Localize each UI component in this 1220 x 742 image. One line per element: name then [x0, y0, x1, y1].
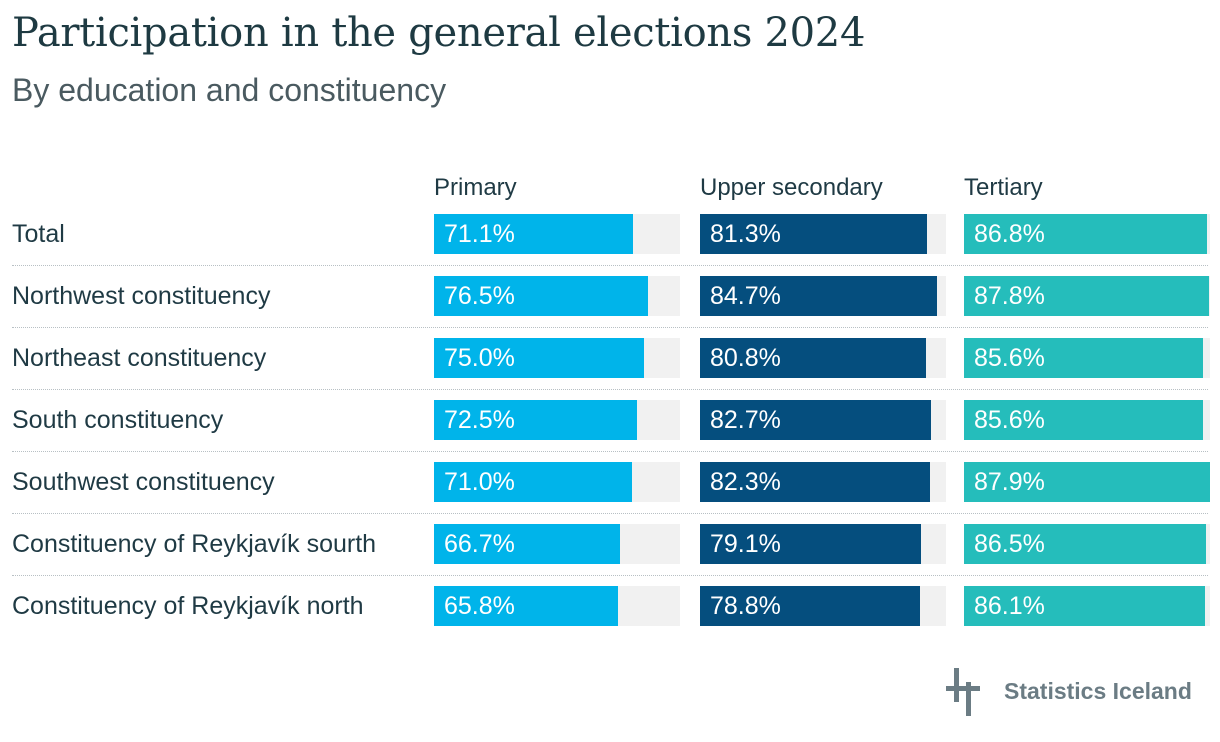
bar-value-label: 66.7% [444, 530, 515, 558]
row-label: South constituency [12, 406, 224, 434]
bar-track: 75.0% [434, 338, 680, 378]
bar-value-label: 86.1% [974, 592, 1045, 620]
bar-value-label: 82.3% [710, 468, 781, 496]
bar [964, 214, 1207, 254]
bar [434, 524, 621, 564]
bar [434, 462, 633, 502]
bar-value-label: 80.8% [710, 344, 781, 372]
bar [434, 586, 618, 626]
bar-value-label: 75.0% [444, 344, 515, 372]
bar-track: 87.8% [964, 276, 1210, 316]
bar-value-label: 85.6% [974, 406, 1045, 434]
bar [964, 462, 1210, 502]
bar-value-label: 87.8% [974, 282, 1045, 310]
column-header-0: Primary [434, 174, 517, 201]
bar-track: 85.6% [964, 338, 1210, 378]
bar-track: 71.0% [434, 462, 680, 502]
bar-track: 65.8% [434, 586, 680, 626]
bar-value-label: 71.0% [444, 468, 515, 496]
bar-track: 66.7% [434, 524, 680, 564]
logo-text: Statistics Iceland [1004, 678, 1192, 704]
row-separator [12, 389, 1208, 390]
row-separator [12, 513, 1208, 514]
bar [964, 276, 1210, 316]
bar-value-label: 86.5% [974, 530, 1045, 558]
bar-track: 87.9% [964, 462, 1210, 502]
row-label: Constituency of Reykjavík sourth [12, 530, 377, 558]
bar-track: 82.3% [700, 462, 946, 502]
bar [434, 214, 633, 254]
bar-track: 84.7% [700, 276, 946, 316]
bar-value-label: 85.6% [974, 344, 1045, 372]
bar-value-label: 81.3% [710, 220, 781, 248]
bar-value-label: 79.1% [710, 530, 781, 558]
bar-track: 86.5% [964, 524, 1210, 564]
statistics-iceland-logo: Statistics Iceland [944, 664, 1206, 720]
row-label: Northwest constituency [12, 282, 271, 310]
bar-track: 79.1% [700, 524, 946, 564]
bar [964, 400, 1204, 440]
row-separator [12, 265, 1208, 266]
bar [700, 462, 931, 502]
bar-value-label: 65.8% [444, 592, 515, 620]
bar-track: 76.5% [434, 276, 680, 316]
bar-track: 80.8% [700, 338, 946, 378]
row-label: Total [12, 220, 65, 248]
row-separator [12, 575, 1208, 576]
bar-track: 72.5% [434, 400, 680, 440]
bar-track: 71.1% [434, 214, 680, 254]
bar-track: 81.3% [700, 214, 946, 254]
chart-title: Participation in the general elections 2… [12, 10, 866, 56]
row-label: Constituency of Reykjavík north [12, 592, 364, 620]
column-header-2: Tertiary [964, 174, 1043, 201]
row-separator [12, 327, 1208, 328]
bar [700, 276, 937, 316]
bar-value-label: 76.5% [444, 282, 515, 310]
bar-track: 82.7% [700, 400, 946, 440]
column-header-1: Upper secondary [700, 174, 883, 201]
bar-value-label: 78.8% [710, 592, 781, 620]
bar [434, 338, 644, 378]
bar [700, 214, 928, 254]
bar-value-label: 72.5% [444, 406, 515, 434]
bar-value-label: 84.7% [710, 282, 781, 310]
bar [700, 524, 922, 564]
statistics-iceland-logo-icon [946, 668, 980, 716]
row-separator [12, 451, 1208, 452]
bar-track: 78.8% [700, 586, 946, 626]
bar-value-label: 82.7% [710, 406, 781, 434]
bar-track: 86.8% [964, 214, 1210, 254]
bar [434, 276, 648, 316]
bar [434, 400, 637, 440]
bar-value-label: 86.8% [974, 220, 1045, 248]
bar [964, 586, 1205, 626]
bar-track: 85.6% [964, 400, 1210, 440]
bar-value-label: 71.1% [444, 220, 515, 248]
bar [700, 400, 932, 440]
chart-subtitle: By education and constituency [12, 72, 447, 108]
row-label: Northeast constituency [12, 344, 267, 372]
bar [700, 338, 926, 378]
bar-value-label: 87.9% [974, 468, 1045, 496]
bar [964, 524, 1206, 564]
bar-track: 86.1% [964, 586, 1210, 626]
bar [964, 338, 1204, 378]
row-label: Southwest constituency [12, 468, 275, 496]
bar [700, 586, 921, 626]
